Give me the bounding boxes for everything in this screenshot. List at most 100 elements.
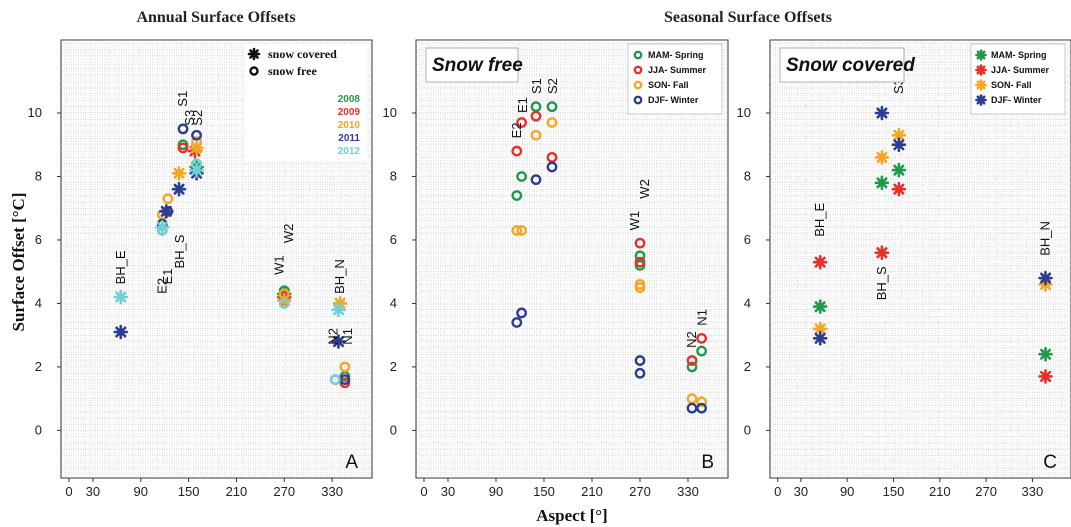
x-tick-label: 150 [533, 484, 555, 499]
site-label: W1 [272, 255, 287, 275]
data-point [546, 161, 558, 173]
legend-year: 2009 [338, 107, 361, 118]
legend-marker-star [247, 47, 261, 61]
data-point [511, 190, 523, 201]
grid [770, 40, 1071, 478]
data-point [812, 254, 828, 270]
legend-year: 2010 [338, 120, 361, 131]
data-point [634, 237, 646, 249]
y-tick-label: 2 [35, 359, 42, 374]
site-label: BH_S [172, 234, 187, 268]
x-tick-label: 0 [420, 484, 427, 499]
site-label: N2 [326, 328, 341, 345]
y-tick-label: 2 [390, 359, 397, 374]
panel-letter: C [1043, 452, 1057, 473]
data-point [516, 171, 527, 182]
legend-label: JJA- Summer [991, 65, 1050, 75]
data-point-snow-covered [331, 334, 346, 349]
data-point [1038, 346, 1053, 362]
x-axis-title: Aspect [°] [536, 506, 607, 525]
legend-box [244, 44, 366, 162]
legend: MAM- Spring JJA- Summer SON- Fall DJF- Wint… [970, 43, 1066, 115]
data-point [516, 117, 527, 128]
data-point [812, 299, 828, 314]
series-2012 [113, 158, 346, 386]
data-point [891, 162, 907, 178]
panels: 0 30 90 150 210 270 3300246810BH_EE2E1BH_SS1S3… [28, 39, 1071, 499]
site-label: BH_N [332, 259, 347, 294]
legend-box [970, 43, 1066, 115]
legend-marker-circle [633, 65, 643, 75]
x-tick-label: 90 [489, 484, 503, 499]
x-tick-label: 30 [441, 484, 455, 499]
legend-year: 2008 [338, 94, 361, 105]
panel-C: 0 30 90 150 210 270 3300246810BH_EBH_SS3BH_NCS… [737, 39, 1071, 499]
x-tick-label: 90 [840, 484, 854, 499]
data-point [696, 396, 707, 408]
data-point-snow-free [162, 193, 174, 205]
data-point-snow-free [339, 361, 351, 373]
data-point [634, 355, 646, 366]
data-point-snow-free [329, 374, 341, 386]
data-point [686, 361, 698, 373]
data-point-snow-free [177, 142, 189, 154]
legend-label: DJF- Winter [991, 95, 1042, 105]
panel-label: Snow free [432, 55, 523, 76]
data-point-snow-covered [159, 204, 174, 219]
legend-marker-circle [633, 95, 643, 105]
data-point [812, 321, 828, 337]
data-point [891, 181, 907, 197]
data-point-snow-covered [113, 324, 129, 340]
y-tick-label: 0 [35, 422, 42, 437]
series-djf-winter [812, 105, 1053, 346]
panel-letter: A [345, 452, 358, 473]
legend-label: MAM- Spring [648, 50, 704, 60]
x-tick-label: 210 [226, 484, 248, 499]
data-point [1038, 270, 1053, 286]
legend-marker-star [975, 49, 987, 61]
panel-label: Snow covered [786, 55, 915, 76]
legend-year: 2011 [338, 133, 360, 144]
x-tick-label: 150 [883, 484, 905, 499]
data-point-snow-free [278, 298, 290, 309]
data-point [516, 225, 527, 236]
data-point [634, 367, 646, 379]
data-point [511, 145, 523, 157]
x-tick-label: 210 [929, 484, 951, 499]
x-tick-label: 30 [86, 484, 100, 499]
x-tick-label: 270 [629, 484, 651, 499]
y-tick-label: 6 [744, 232, 751, 247]
data-point [530, 129, 542, 141]
site-label: N1 [340, 328, 355, 345]
site-label: N1 [694, 309, 709, 326]
data-point [530, 110, 542, 122]
grid [61, 40, 372, 478]
series-djf-winter [511, 161, 707, 414]
x-tick-label: 0 [65, 484, 72, 499]
legend-label: snow covered [268, 47, 337, 61]
panel-label-box [425, 47, 519, 83]
legend-year: 2012 [338, 146, 361, 157]
site-label: BH_E [812, 203, 827, 237]
data-point-snow-covered [171, 166, 187, 181]
data-point [812, 331, 828, 346]
data-point [696, 402, 707, 414]
data-point [530, 174, 542, 186]
legend-marker-star [975, 64, 987, 76]
data-point [546, 117, 558, 128]
y-tick-label: 2 [744, 359, 751, 374]
data-point-snow-covered [332, 296, 348, 311]
panel-label-box [779, 47, 905, 83]
data-point [634, 256, 646, 268]
site-label: E1 [515, 97, 530, 113]
data-point [891, 127, 907, 143]
y-tick-label: 4 [744, 295, 751, 310]
data-point-snow-free [177, 123, 189, 135]
site-label: W2 [637, 179, 652, 199]
data-point [511, 225, 523, 236]
x-tick-label: 90 [134, 484, 148, 499]
site-label: BH_N [1038, 221, 1053, 256]
y-tick-label: 10 [383, 105, 397, 120]
site-label: E2 [509, 122, 524, 138]
